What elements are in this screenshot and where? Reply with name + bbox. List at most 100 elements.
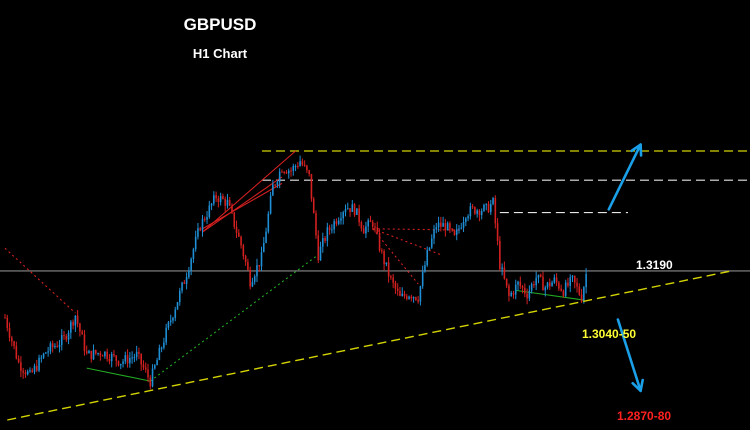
candle-body (126, 355, 129, 364)
candle-body (297, 165, 299, 167)
candle-body (312, 198, 315, 214)
candle-body (144, 367, 147, 370)
candle-body (147, 369, 149, 378)
candle-body (499, 240, 501, 270)
candle-body (396, 288, 399, 291)
chart-subtitle: H1 Chart (192, 46, 248, 61)
candle-body (403, 293, 406, 297)
candle-body (331, 229, 333, 231)
candle-body (253, 276, 256, 282)
candle-body (340, 218, 342, 221)
candle-body (6, 317, 9, 329)
candle-body (58, 344, 61, 347)
candle-body (197, 228, 199, 237)
candle-body (517, 281, 519, 285)
candle-body (163, 342, 165, 348)
candle-body (494, 197, 497, 224)
candle-body (512, 292, 515, 295)
arrow-head-down (631, 378, 644, 393)
candle-body (256, 265, 258, 277)
candle-body (217, 198, 220, 203)
candle-body (262, 242, 265, 253)
candle-body (15, 345, 18, 359)
candle-body (542, 276, 544, 291)
candle-body (501, 267, 503, 270)
candle-body (535, 277, 537, 286)
candle-body (417, 299, 419, 302)
annotation-line-1 (202, 150, 296, 233)
candle-body (421, 271, 424, 287)
horizontal-levels (0, 150, 750, 272)
candle-body (56, 346, 59, 348)
candle-body (567, 282, 569, 286)
annotation-lines (4, 150, 584, 382)
candle-body (460, 227, 463, 229)
candle-body (235, 226, 238, 233)
candle-body (149, 377, 152, 387)
candle-body (474, 207, 476, 214)
candle-body (178, 290, 181, 303)
candle-body (405, 296, 408, 299)
candle-body (344, 209, 347, 213)
candle-body (585, 273, 587, 288)
candle-body (451, 228, 453, 231)
annotation-line-3 (202, 182, 283, 230)
candle-body (11, 337, 13, 342)
candle-body (335, 221, 338, 224)
arrow-shaft-up (607, 143, 642, 211)
candle-body (92, 349, 95, 360)
candle-body (215, 195, 217, 199)
candle-body (524, 287, 526, 294)
candle-body (176, 302, 179, 310)
candle-body (35, 365, 38, 371)
candle-body (63, 335, 65, 337)
candle-body (183, 282, 186, 284)
candle-body (480, 211, 483, 216)
candle-body (362, 228, 365, 234)
candle-body (240, 236, 242, 246)
candle-body (190, 258, 192, 271)
candle-body (419, 286, 422, 302)
candle-body (67, 332, 70, 340)
candle-body (492, 197, 494, 205)
candle-body (101, 355, 104, 357)
arrow-head-up (630, 143, 643, 157)
candle-body (156, 359, 158, 366)
direction-arrows (607, 143, 644, 393)
candle-body (38, 357, 40, 371)
candle-body (319, 246, 322, 261)
candle-body (471, 206, 474, 208)
candle-body (213, 195, 215, 204)
candle-body (376, 227, 379, 234)
candle-body (24, 372, 27, 375)
candle-body (17, 358, 20, 363)
candle-body (303, 164, 306, 166)
candle-body (133, 357, 136, 359)
candle-body (467, 216, 469, 219)
candle-body (238, 232, 240, 237)
candle-body (99, 353, 102, 356)
candle-body (433, 229, 435, 239)
candle-body (181, 282, 183, 291)
candlesticks (4, 155, 587, 390)
candle-body (333, 221, 335, 230)
candle-body (108, 358, 111, 362)
candle-body (131, 357, 133, 359)
candle-body (199, 228, 202, 231)
candle-body (281, 171, 283, 173)
arrow-shaft-down (616, 318, 642, 393)
candle-body (74, 315, 77, 326)
candle-body (430, 238, 433, 248)
target-label: 1.2870-80 (617, 409, 672, 423)
candle-body (351, 204, 354, 212)
candle-body (79, 323, 81, 332)
annotation-line-2 (202, 176, 283, 233)
candle-body (219, 196, 222, 203)
candle-body (555, 277, 558, 283)
candle-body (192, 249, 195, 259)
annotation-line-8 (149, 254, 319, 382)
candle-body (369, 220, 372, 222)
candle-body (269, 195, 272, 214)
candle-body (276, 182, 279, 185)
